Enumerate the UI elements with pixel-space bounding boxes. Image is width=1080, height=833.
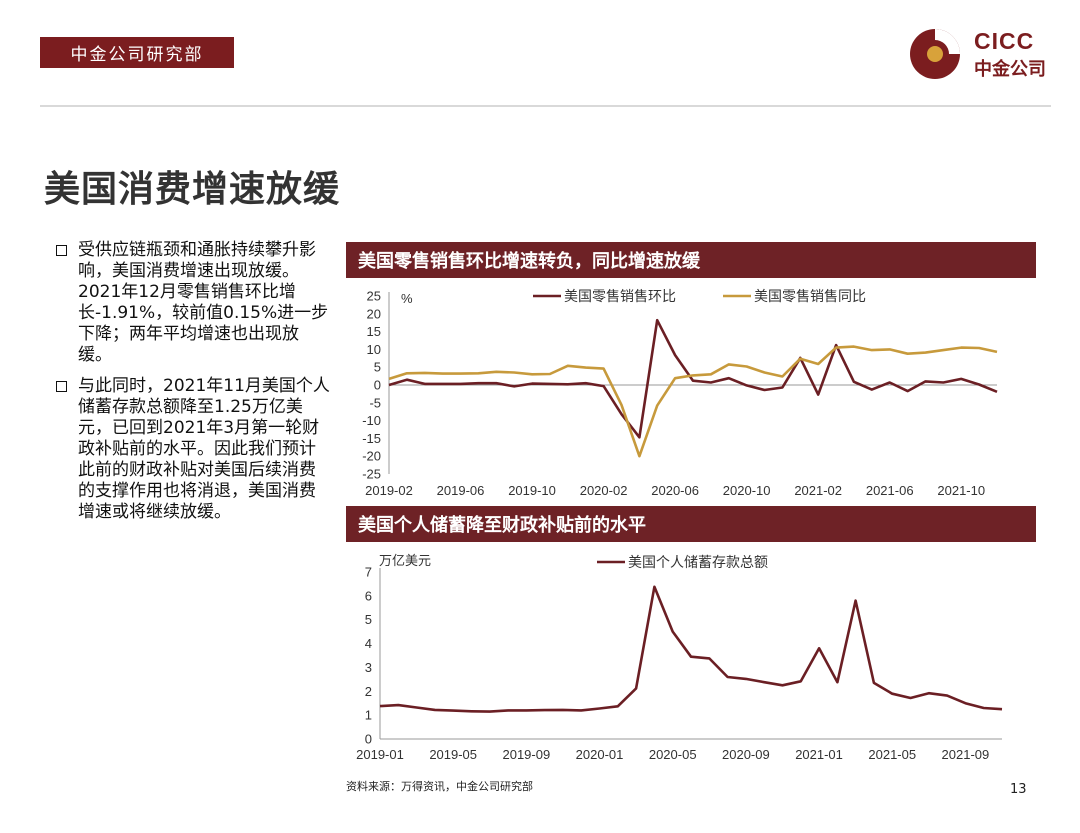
logo-english-text: CICC — [974, 28, 1035, 54]
y-tick-label: -20 — [362, 449, 381, 464]
square-bullet-icon — [56, 381, 67, 392]
series-line — [379, 585, 1003, 713]
chart2-title: 美国个人储蓄降至财政补贴前的水平 — [358, 515, 646, 536]
chart1-title: 美国零售销售环比增速转负，同比增速放缓 — [358, 251, 700, 272]
retail-sales-chart: 25 20 15 10 5 0 -5 -10 -15 -20 -25% 2019-02 2019-06 2… — [362, 288, 998, 498]
personal-savings-chart: 7 6 5 4 3 2 1 0 万亿美元 2019-01 2019-05 2019-09 2020-01… — [356, 553, 1003, 762]
header-divider — [40, 105, 1051, 107]
x-tick-label: 2019-01 — [356, 747, 404, 762]
bullet-item: 与此同时，2021年11月美国个人储蓄存款总额降至1.25万亿美元，已回到202… — [56, 376, 331, 523]
x-tick-label: 2021-10 — [937, 483, 985, 498]
y-tick-label: 7 — [365, 565, 372, 580]
x-tick-label: 2020-09 — [722, 747, 770, 762]
y-tick-label: -15 — [362, 431, 381, 446]
y-tick-label: 4 — [365, 636, 372, 651]
page-title: 美国消费增速放缓 — [44, 169, 341, 210]
x-tick-label: 2020-10 — [723, 483, 771, 498]
y-tick-label: 5 — [365, 612, 372, 627]
chart2-title-bar: 美国个人储蓄降至财政补贴前的水平 — [346, 506, 1036, 542]
y-tick-label: 15 — [367, 324, 381, 339]
y-tick-label: 5 — [374, 360, 381, 375]
source-note: 资料来源：万得资讯，中金公司研究部 — [346, 780, 533, 793]
bullet-list: 受供应链瓶颈和通胀持续攀升影响，美国消费增速出现放缓。2021年12月零售销售环… — [56, 240, 331, 533]
x-tick-label: 2020-02 — [580, 483, 628, 498]
bullet-text: 与此同时，2021年11月美国个人储蓄存款总额降至1.25万亿美元，已回到202… — [78, 376, 330, 522]
y-tick-label: -10 — [362, 413, 381, 428]
x-tick-label: 2020-06 — [651, 483, 699, 498]
x-tick-label: 2020-05 — [649, 747, 697, 762]
y-tick-label: 3 — [365, 660, 372, 675]
square-bullet-icon — [56, 245, 67, 256]
cicc-logo: CICC 中金公司 — [908, 26, 1058, 82]
y-axis-unit-label: % — [401, 291, 413, 306]
y-tick-label: 0 — [374, 378, 381, 393]
y-tick-label: 20 — [367, 306, 381, 321]
bullet-item: 受供应链瓶颈和通胀持续攀升影响，美国消费增速出现放缓。2021年12月零售销售环… — [56, 240, 331, 366]
series-line — [388, 345, 998, 458]
y-tick-label: 1 — [365, 708, 372, 723]
logo-chinese-text: 中金公司 — [974, 59, 1046, 80]
y-tick-label: 10 — [367, 342, 381, 357]
series-line — [388, 318, 998, 439]
chart1-title-bar: 美国零售销售环比增速转负，同比增速放缓 — [346, 242, 1036, 278]
y-tick-label: 0 — [365, 732, 372, 747]
x-tick-label: 2019-09 — [502, 747, 550, 762]
x-tick-label: 2021-05 — [868, 747, 916, 762]
x-tick-label: 2019-06 — [437, 483, 485, 498]
legend-label: 美国零售销售同比 — [754, 288, 866, 304]
page-number: 13 — [1010, 782, 1027, 797]
legend-label: 美国零售销售环比 — [564, 288, 676, 304]
y-tick-label: 25 — [367, 289, 381, 304]
department-tag: 中金公司研究部 — [40, 37, 234, 68]
bullet-text: 受供应链瓶颈和通胀持续攀升影响，美国消费增速出现放缓。2021年12月零售销售环… — [78, 240, 329, 365]
y-tick-label: -5 — [369, 395, 381, 410]
x-tick-label: 2021-09 — [942, 747, 990, 762]
y-tick-label: 6 — [365, 588, 372, 603]
x-tick-label: 2019-05 — [429, 747, 477, 762]
y-tick-label: -25 — [362, 467, 381, 482]
legend-label: 美国个人储蓄存款总额 — [628, 554, 768, 570]
x-tick-label: 2019-02 — [365, 483, 413, 498]
y-axis-unit-label: 万亿美元 — [379, 553, 431, 568]
x-tick-label: 2021-06 — [866, 483, 914, 498]
x-tick-label: 2019-10 — [508, 483, 556, 498]
y-tick-label: 2 — [365, 684, 372, 699]
x-tick-label: 2021-02 — [794, 483, 842, 498]
x-tick-label: 2020-01 — [576, 747, 624, 762]
cicc-emblem-icon — [910, 29, 960, 79]
x-tick-label: 2021-01 — [795, 747, 843, 762]
